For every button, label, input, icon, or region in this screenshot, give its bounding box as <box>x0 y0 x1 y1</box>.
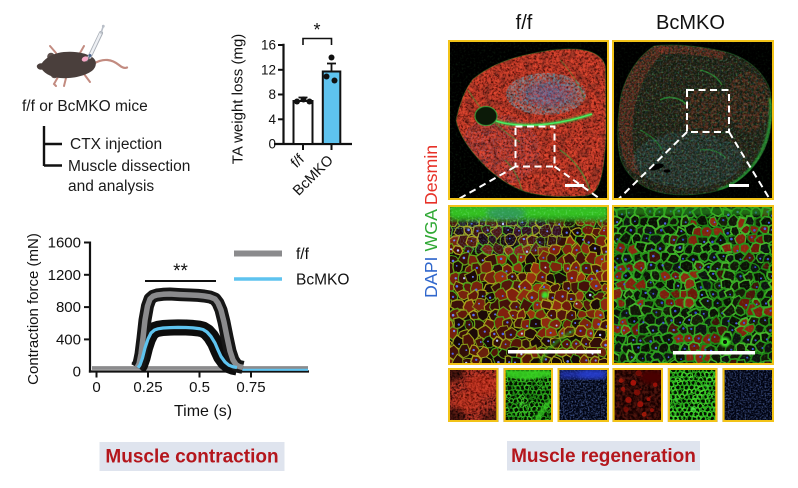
svg-text:DAPI WGA Desmin: DAPI WGA Desmin <box>421 145 441 298</box>
svg-text:**: ** <box>173 261 188 282</box>
svg-text:*: * <box>313 20 320 40</box>
svg-text:0.75: 0.75 <box>236 379 265 396</box>
svg-text:Time (s): Time (s) <box>174 403 232 420</box>
svg-text:400: 400 <box>56 331 81 348</box>
svg-text:8: 8 <box>268 87 276 102</box>
svg-text:16: 16 <box>261 38 276 53</box>
svg-text:f/f: f/f <box>296 246 310 263</box>
svg-text:Muscle dissection: Muscle dissection <box>68 158 190 175</box>
svg-text:CTX injection: CTX injection <box>70 136 162 153</box>
svg-text:Contraction force (mN): Contraction force (mN) <box>25 233 42 385</box>
svg-text:4: 4 <box>268 112 276 127</box>
svg-text:0: 0 <box>73 364 81 381</box>
svg-text:12: 12 <box>261 62 276 77</box>
svg-text:0: 0 <box>268 137 276 152</box>
svg-text:0.25: 0.25 <box>133 379 162 396</box>
svg-text:800: 800 <box>56 299 81 316</box>
svg-text:1200: 1200 <box>48 267 81 284</box>
svg-text:Muscle contraction: Muscle contraction <box>105 447 278 468</box>
svg-text:and analysis: and analysis <box>68 178 154 195</box>
svg-text:0.5: 0.5 <box>189 379 210 396</box>
svg-text:f/f: f/f <box>516 12 533 34</box>
svg-text:TA weight loss (mg): TA weight loss (mg) <box>230 34 247 165</box>
svg-text:Muscle regeneration: Muscle regeneration <box>511 446 696 467</box>
svg-text:1600: 1600 <box>48 235 81 252</box>
svg-text:BcMKO: BcMKO <box>296 272 349 289</box>
svg-text:BcMKO: BcMKO <box>656 12 725 34</box>
svg-text:0: 0 <box>92 379 100 396</box>
svg-text:f/f or BcMKO mice: f/f or BcMKO mice <box>22 98 148 115</box>
